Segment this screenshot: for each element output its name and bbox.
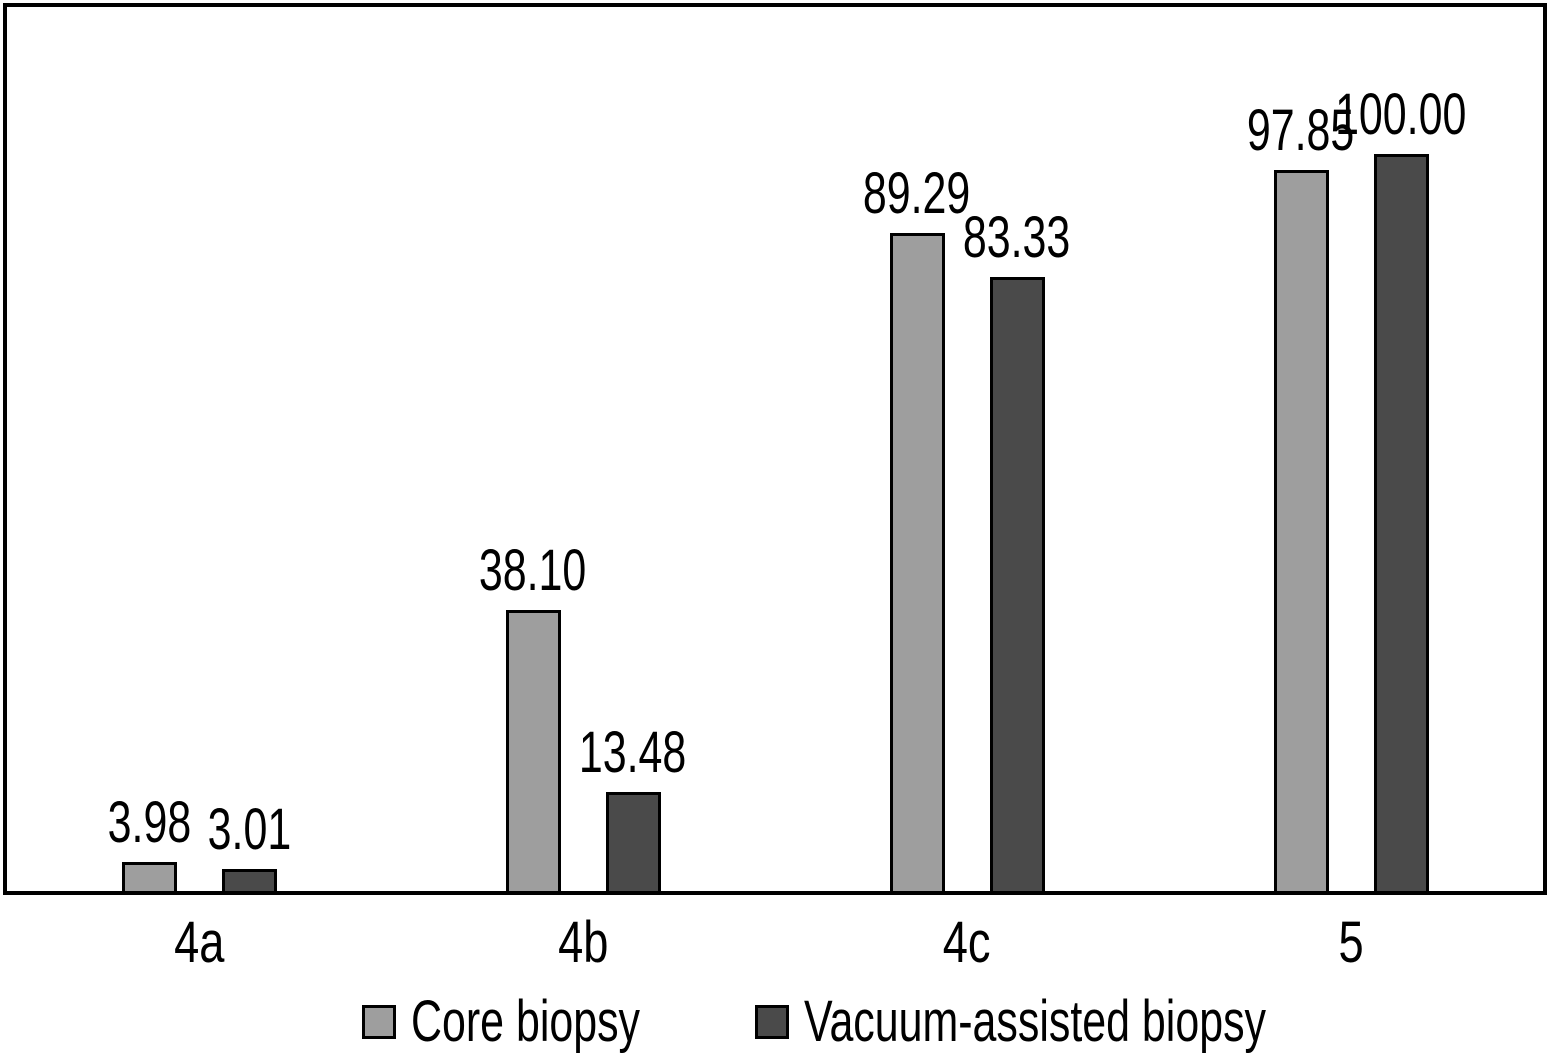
- bar-value-vacuum-assisted-biopsy-5: 100.00: [1335, 82, 1467, 147]
- category-tick-5: 5: [1159, 914, 1543, 972]
- bar-value-core-biopsy-4b: 38.10: [479, 538, 587, 603]
- bar-wrap-core-biopsy-4c: 89.29: [863, 165, 971, 891]
- legend-item-vacuum-assisted-biopsy: Vacuum-assisted biopsy: [754, 989, 1428, 1054]
- bar-value-core-biopsy-5: 97.85: [1247, 98, 1355, 163]
- category-label-4c: 4c: [943, 910, 991, 975]
- bar-group-4b: 38.10 13.48: [391, 7, 775, 891]
- bar-group-4a: 3.98 3.01: [7, 7, 391, 891]
- legend: Core biopsy Vacuum-assisted biopsy: [120, 990, 1550, 1054]
- bar-vacuum-assisted-biopsy-4c: [989, 277, 1045, 891]
- bar-value-core-biopsy-4a: 3.98: [107, 790, 191, 855]
- category-label-5: 5: [1338, 910, 1364, 975]
- legend-label-vacuum-assisted-biopsy: Vacuum-assisted biopsy: [803, 989, 1266, 1054]
- bar-wrap-core-biopsy-4a: 3.98: [107, 794, 191, 891]
- bar-group-4c: 89.29 83.33: [775, 7, 1159, 891]
- bar-value-vacuum-assisted-biopsy-4b: 13.48: [579, 720, 687, 785]
- legend-swatch-vacuum-assisted-biopsy: [754, 1005, 789, 1039]
- category-label-4b: 4b: [557, 910, 609, 975]
- bar-wrap-vacuum-assisted-biopsy-4a: 3.01: [207, 801, 291, 891]
- category-axis: 4a 4b 4c 5: [7, 914, 1543, 972]
- legend-item-core-biopsy: Core biopsy: [362, 993, 720, 1051]
- bar-value-vacuum-assisted-biopsy-4c: 83.33: [963, 205, 1071, 270]
- category-tick-4a: 4a: [7, 914, 391, 972]
- bar-value-vacuum-assisted-biopsy-4a: 3.01: [207, 797, 291, 862]
- category-tick-4c: 4c: [775, 914, 1159, 972]
- bar-vacuum-assisted-biopsy-4a: [221, 869, 277, 891]
- bar-core-biopsy-5: [1273, 170, 1329, 891]
- bar-vacuum-assisted-biopsy-5: [1373, 154, 1429, 891]
- bar-vacuum-assisted-biopsy-4b: [605, 792, 661, 891]
- category-label-4a: 4a: [173, 910, 225, 975]
- bar-wrap-vacuum-assisted-biopsy-4b: 13.48: [579, 724, 687, 891]
- legend-swatch-core-biopsy: [362, 1005, 397, 1039]
- bar-group-5: 97.85 100.00: [1159, 7, 1543, 891]
- bar-wrap-vacuum-assisted-biopsy-4c: 83.33: [963, 209, 1071, 891]
- bar-wrap-core-biopsy-5: 97.85: [1247, 102, 1355, 891]
- bar-core-biopsy-4b: [505, 610, 561, 891]
- category-tick-4b: 4b: [391, 914, 775, 972]
- plot-area: 3.98 3.01 38.10 13.48 89.29 83.33 97.85 100.00: [3, 3, 1547, 895]
- bar-core-biopsy-4a: [121, 862, 177, 891]
- bar-wrap-core-biopsy-4b: 38.10: [479, 542, 587, 891]
- plot-groups: 3.98 3.01 38.10 13.48 89.29 83.33 97.85 100.00: [7, 7, 1543, 891]
- bar-value-core-biopsy-4c: 89.29: [863, 161, 971, 226]
- bar-wrap-vacuum-assisted-biopsy-5: 100.00: [1335, 86, 1467, 891]
- legend-label-core-biopsy: Core biopsy: [411, 989, 641, 1054]
- bar-core-biopsy-4c: [889, 233, 945, 891]
